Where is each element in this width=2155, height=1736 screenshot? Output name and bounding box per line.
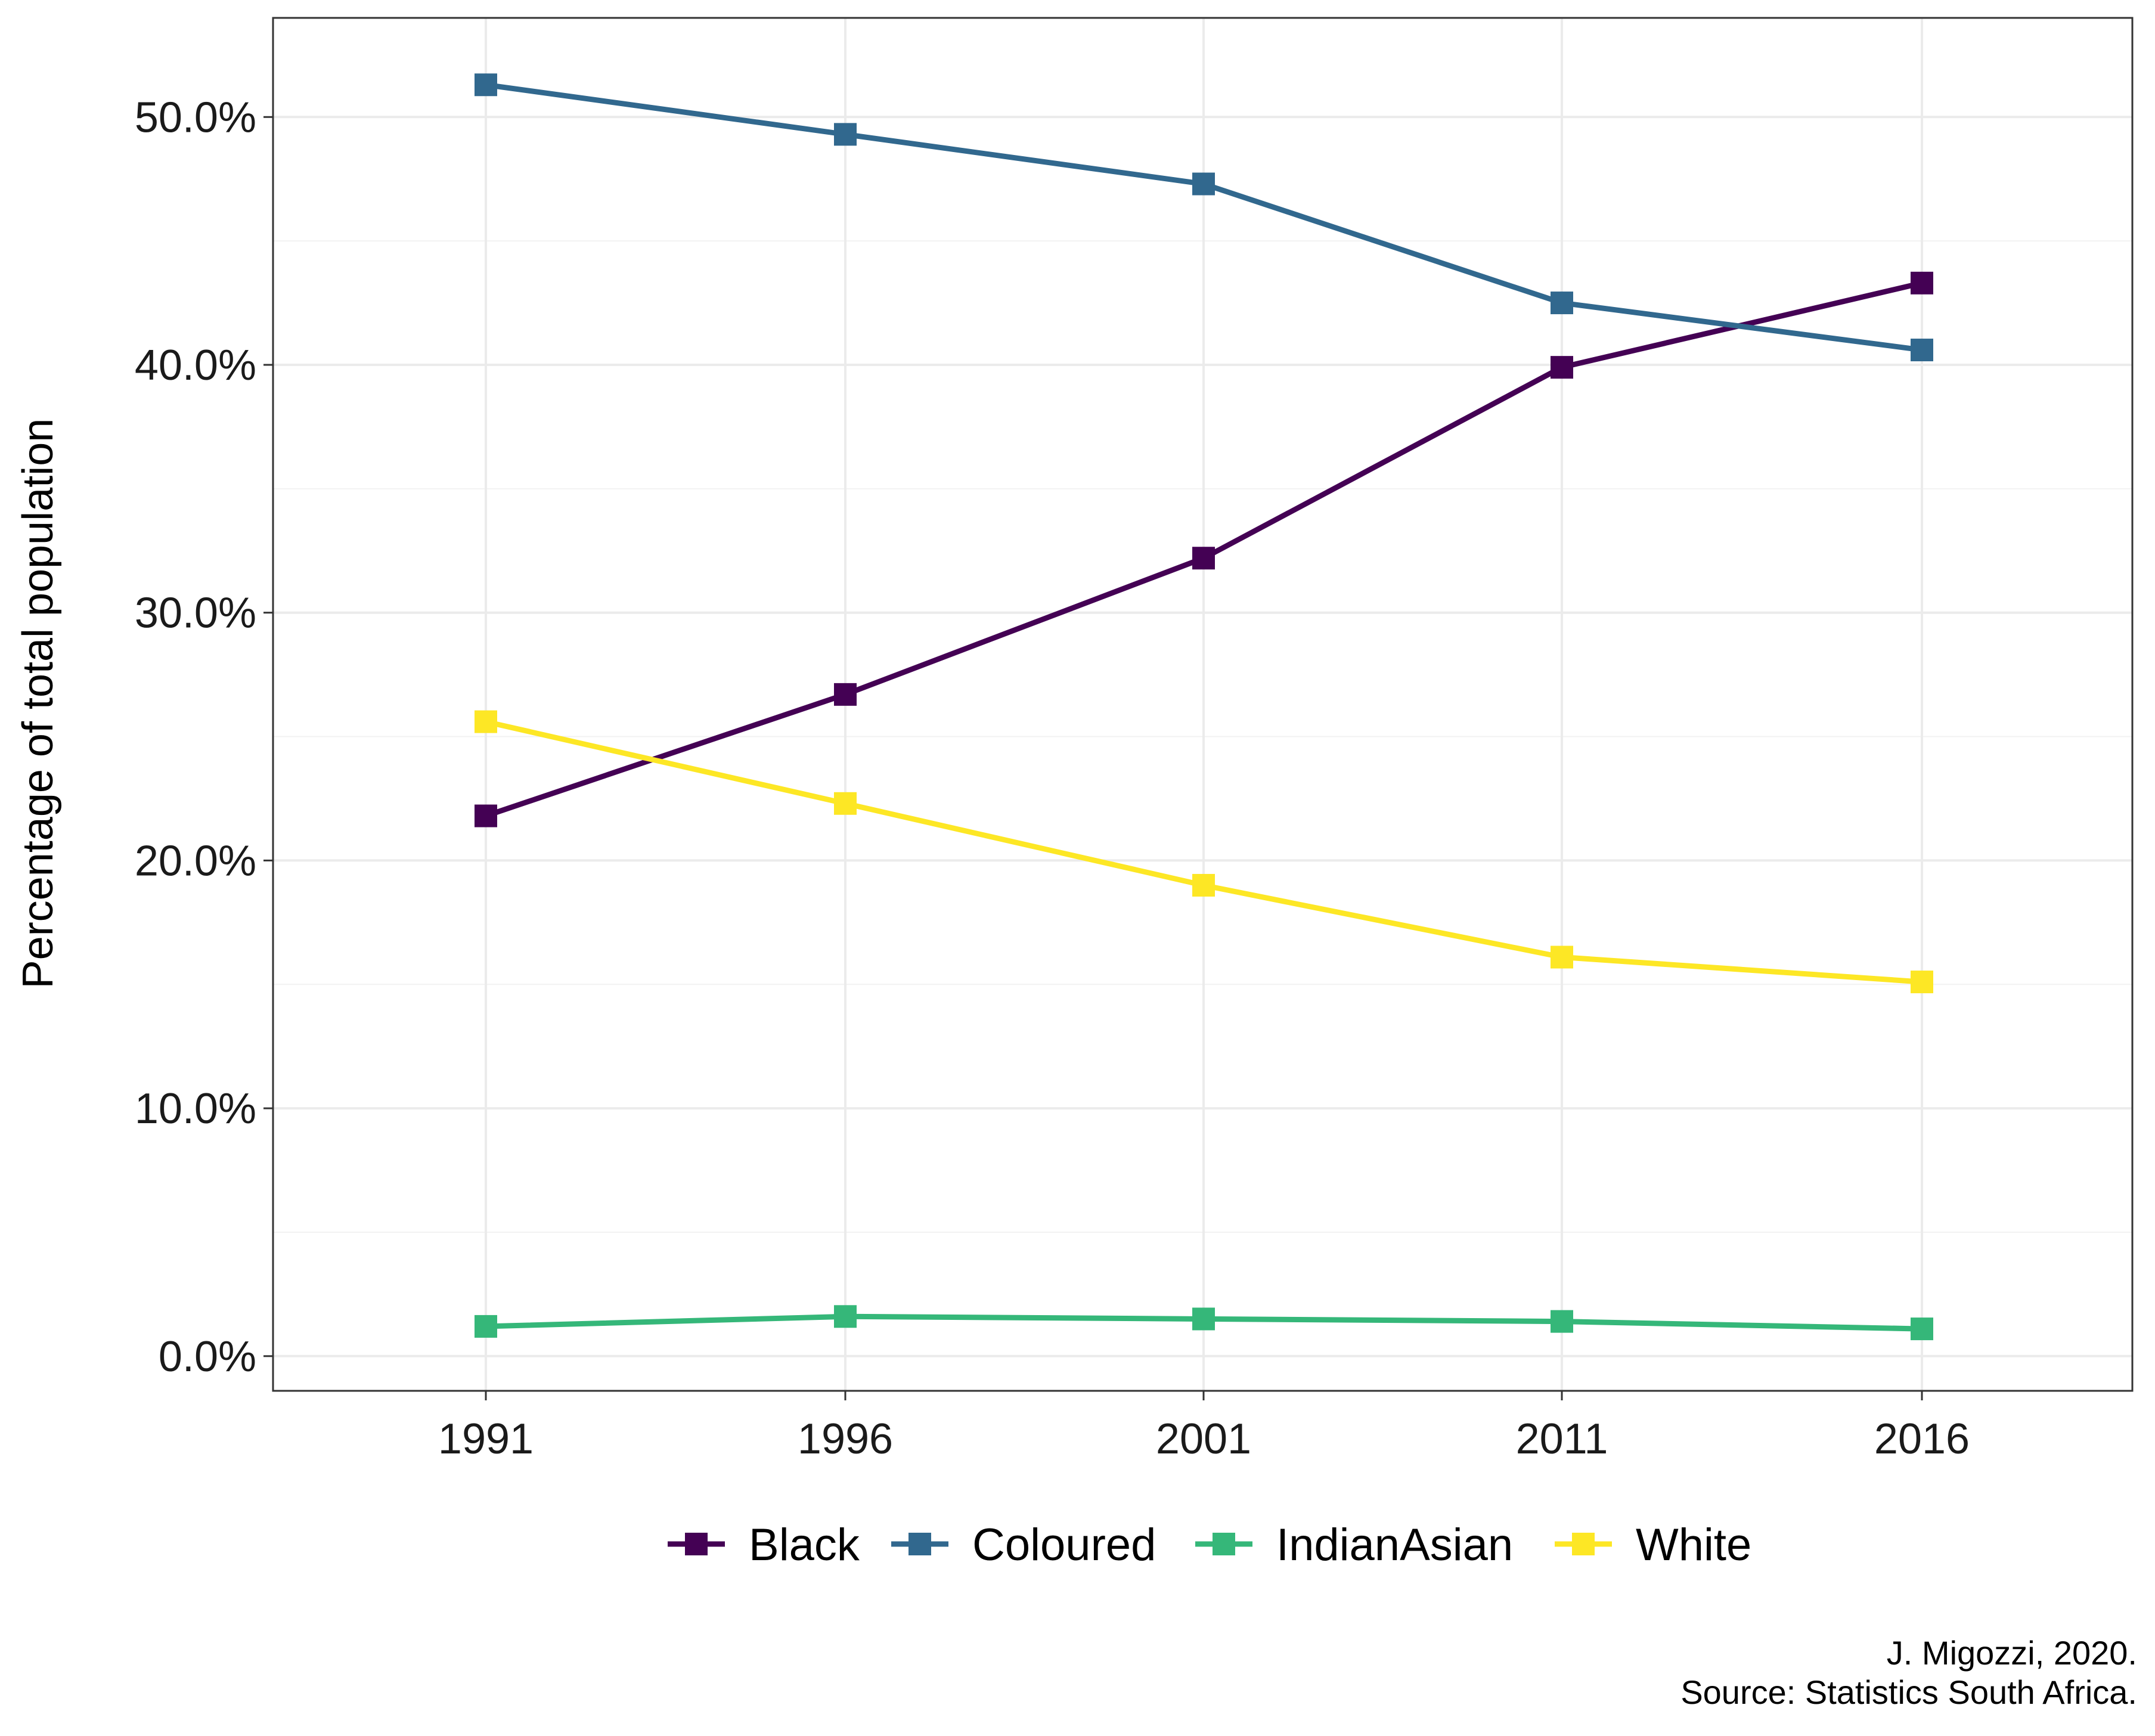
data-point-white xyxy=(1192,873,1215,897)
y-tick-label: 10.0% xyxy=(135,1085,256,1133)
series-points xyxy=(475,73,1933,1341)
legend-key-marker xyxy=(685,1533,708,1555)
legend-label: White xyxy=(1636,1520,1751,1570)
data-point-indianasian xyxy=(475,1315,497,1338)
y-tick-label: 40.0% xyxy=(135,342,256,389)
data-point-indianasian xyxy=(834,1305,857,1328)
data-point-black xyxy=(475,804,497,827)
data-point-coloured xyxy=(475,73,497,97)
caption-author: J. Migozzi, 2020. xyxy=(1886,1634,2137,1672)
data-point-white xyxy=(475,710,497,733)
y-axis-title: Percentage of total population xyxy=(14,418,62,989)
x-tick-label: 2001 xyxy=(1156,1415,1251,1463)
x-axis: 1991 1996 2001 2011 2016 xyxy=(438,1391,1970,1463)
data-point-black xyxy=(834,683,857,706)
data-point-indianasian xyxy=(1911,1318,1933,1341)
x-tick-label: 2011 xyxy=(1516,1415,1608,1463)
data-point-indianasian xyxy=(1551,1310,1573,1333)
caption: J. Migozzi, 2020. Source: Statistics Sou… xyxy=(1680,1633,2137,1712)
data-point-black xyxy=(1551,356,1573,379)
x-tick-label: 2016 xyxy=(1874,1415,1970,1463)
data-point-indianasian xyxy=(1192,1307,1215,1331)
legend-key-marker xyxy=(908,1533,931,1555)
legend: Black Coloured IndianAsian White xyxy=(668,1520,1751,1570)
legend-item-white: White xyxy=(1555,1520,1751,1570)
legend-label: Black xyxy=(749,1520,860,1570)
y-tick-label: 20.0% xyxy=(135,837,256,885)
major-gridlines xyxy=(273,18,2132,1391)
legend-label: IndianAsian xyxy=(1276,1520,1513,1570)
y-tick-label: 30.0% xyxy=(135,590,256,637)
data-point-black xyxy=(1192,547,1215,570)
data-point-coloured xyxy=(1911,339,1933,362)
legend-item-coloured: Coloured xyxy=(891,1520,1156,1570)
data-point-coloured xyxy=(1551,292,1573,315)
data-point-coloured xyxy=(1192,172,1215,196)
data-point-white xyxy=(1551,946,1573,969)
legend-label: Coloured xyxy=(972,1520,1156,1570)
legend-key-marker xyxy=(1572,1533,1595,1555)
data-point-coloured xyxy=(834,123,857,146)
y-tick-label: 50.0% xyxy=(135,94,256,141)
y-tick-label: 0.0% xyxy=(159,1333,256,1381)
x-tick-label: 1991 xyxy=(438,1415,534,1463)
data-point-white xyxy=(834,792,857,815)
legend-item-black: Black xyxy=(668,1520,860,1570)
caption-source: Source: Statistics South Africa. xyxy=(1680,1673,2137,1711)
legend-key-marker xyxy=(1213,1533,1235,1555)
x-tick-label: 1996 xyxy=(798,1415,893,1463)
data-point-white xyxy=(1911,971,1933,994)
data-point-black xyxy=(1911,271,1933,294)
legend-item-indianasian: IndianAsian xyxy=(1195,1520,1513,1570)
y-axis: 0.0% 10.0% 20.0% 30.0% 40.0% 50.0% xyxy=(135,94,273,1381)
